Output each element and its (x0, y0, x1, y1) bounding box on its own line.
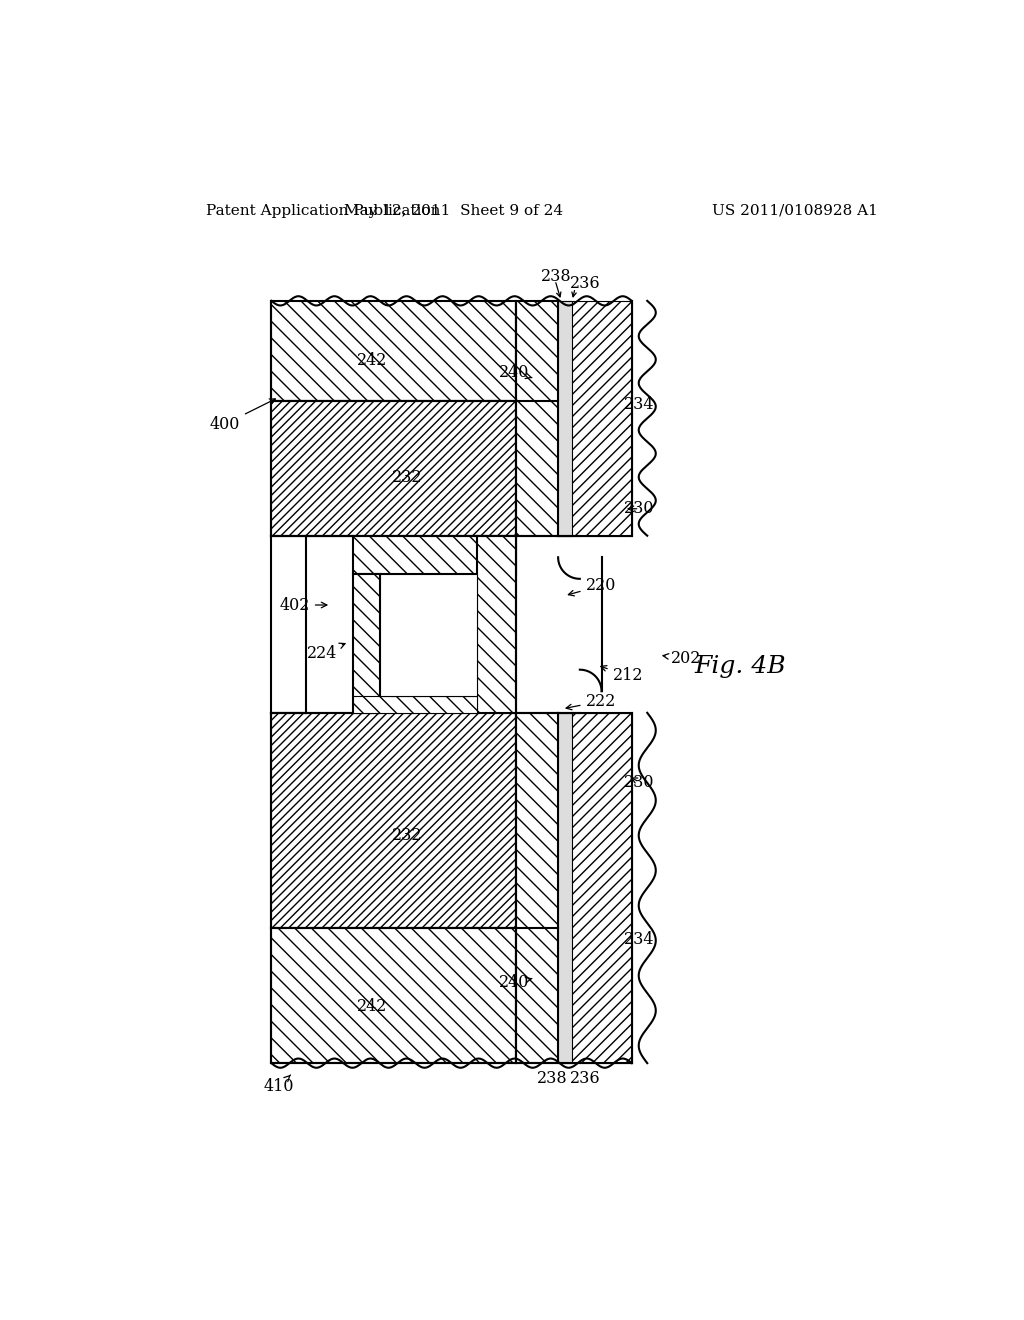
Text: US 2011/0108928 A1: US 2011/0108928 A1 (712, 203, 878, 218)
Text: 236: 236 (570, 276, 600, 293)
Text: 232: 232 (392, 828, 422, 845)
Text: 232: 232 (392, 470, 422, 487)
Bar (558, 301, 632, 536)
Text: 212: 212 (601, 665, 643, 684)
Text: 242: 242 (357, 998, 387, 1015)
Bar (271, 713, 515, 928)
Bar (515, 713, 558, 1063)
Text: 202: 202 (663, 651, 701, 668)
Text: 240: 240 (499, 364, 532, 381)
Bar (515, 301, 558, 536)
Bar (271, 401, 515, 536)
Text: May 12, 2011  Sheet 9 of 24: May 12, 2011 Sheet 9 of 24 (344, 203, 563, 218)
Text: 242: 242 (357, 351, 387, 368)
Bar (558, 713, 632, 1063)
Text: Fig. 4B: Fig. 4B (694, 655, 786, 678)
Text: 240: 240 (499, 974, 532, 991)
Bar (352, 696, 477, 713)
Text: 238: 238 (538, 1071, 568, 1088)
Text: 222: 222 (566, 693, 616, 710)
Text: 230: 230 (625, 774, 654, 791)
Text: Patent Application Publication: Patent Application Publication (206, 203, 440, 218)
Bar (352, 536, 515, 574)
Text: 220: 220 (568, 577, 616, 595)
Bar (477, 536, 515, 713)
Text: 224: 224 (306, 643, 345, 663)
Text: 230: 230 (625, 500, 654, 517)
Text: 402: 402 (280, 597, 327, 614)
Text: 238: 238 (541, 268, 571, 285)
Bar (352, 574, 380, 713)
Text: 236: 236 (570, 1071, 600, 1088)
Bar (558, 301, 572, 536)
Bar (558, 713, 572, 1063)
Text: 234: 234 (625, 396, 654, 413)
Text: 400: 400 (210, 399, 275, 433)
Text: 234: 234 (625, 932, 654, 949)
Bar (271, 301, 515, 401)
Text: 410: 410 (264, 1074, 294, 1094)
Bar (271, 928, 515, 1063)
Bar (380, 574, 477, 696)
